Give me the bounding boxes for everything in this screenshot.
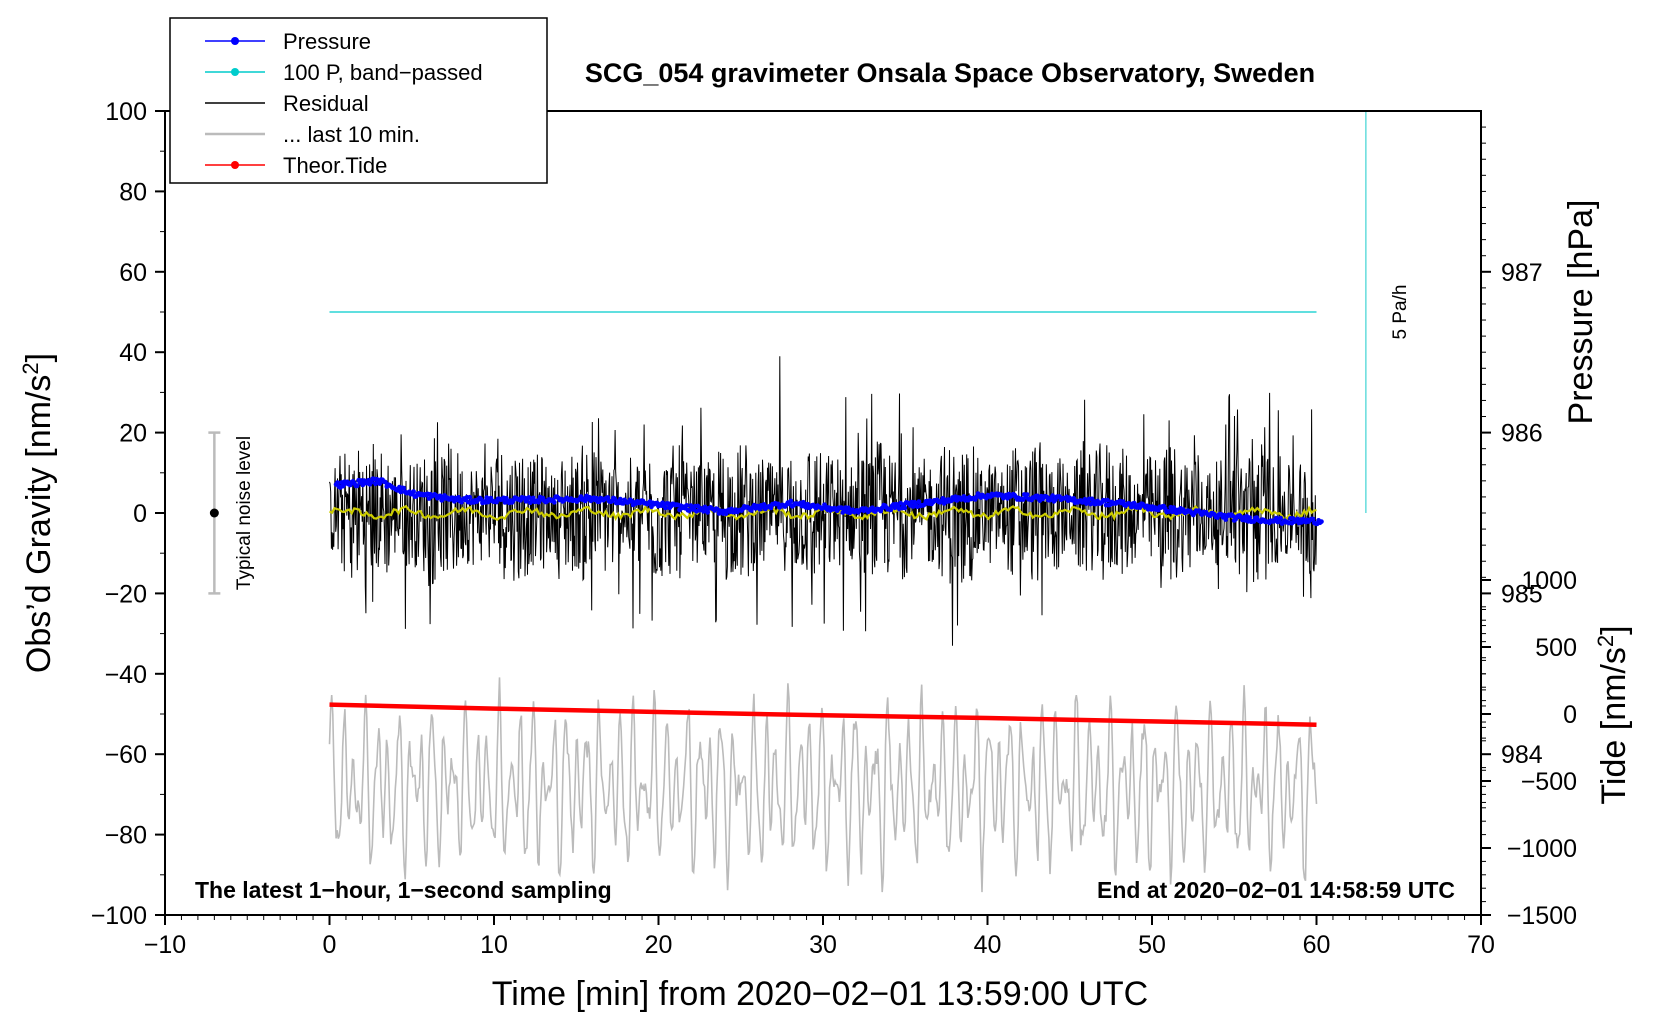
tide-tick-label: 1000 xyxy=(1521,567,1577,595)
pressure-point xyxy=(335,480,340,485)
pressure-point xyxy=(605,495,611,500)
x-tick-label: 50 xyxy=(1138,931,1166,959)
pressure-point xyxy=(401,485,406,491)
pressure-tick-label: 985 xyxy=(1501,580,1543,608)
tide-tick-label: 0 xyxy=(1563,701,1577,729)
legend-label: 100 P, band−passed xyxy=(283,60,483,85)
pressure-point xyxy=(530,495,536,501)
x-tick-label: 10 xyxy=(480,931,508,959)
tide-tick-label: 500 xyxy=(1535,634,1577,662)
pressure-point xyxy=(916,499,922,505)
noise-level-label: Typical noise level xyxy=(234,436,255,590)
x-tick-label: −10 xyxy=(144,931,186,959)
legend-marker xyxy=(231,161,239,169)
tide-tick-label: −500 xyxy=(1521,768,1577,796)
x-axis-title: Time [min] from 2020−02−01 13:59:00 UTC xyxy=(492,975,1148,1013)
pressure-point xyxy=(768,505,774,511)
pressure-point xyxy=(551,499,557,505)
pressure-point xyxy=(1137,505,1143,510)
pressure-point xyxy=(663,505,668,511)
pressure-point xyxy=(1050,493,1055,499)
pressure-point xyxy=(398,489,404,495)
pressure-point xyxy=(902,505,908,511)
legend-marker xyxy=(231,68,239,76)
pressure-point xyxy=(788,498,794,504)
pressure-point xyxy=(618,496,623,502)
y-tick-label: 0 xyxy=(133,500,147,528)
pressure-point xyxy=(1247,515,1252,520)
y-axis-title-gravity: Obs’d Gravity [nm/s2] xyxy=(18,353,58,673)
x-tick-label: 30 xyxy=(809,931,837,959)
pressure-point xyxy=(1310,516,1316,522)
pressure-point xyxy=(456,495,461,500)
x-tick-label: 40 xyxy=(974,931,1002,959)
y-tick-label: −40 xyxy=(105,661,147,689)
x-axis: −10 0 10 20 30 40 50 60 70 xyxy=(144,915,1495,959)
series-residual xyxy=(329,356,1317,646)
legend-label: ... last 10 min. xyxy=(283,122,420,147)
noise-bar-center xyxy=(209,508,219,518)
end-time-annotation: End at 2020−02−01 14:58:59 UTC xyxy=(1097,877,1455,903)
pressure-point xyxy=(526,495,532,500)
tide-tick-label: −1000 xyxy=(1507,835,1577,863)
legend-box xyxy=(169,17,548,184)
y-axis-title-tide: Tide [nm/s2] xyxy=(1593,625,1633,804)
y-tick-label: 20 xyxy=(119,420,147,448)
x-tick-label: 70 xyxy=(1467,931,1495,959)
pressure-point xyxy=(377,481,383,486)
pressure-point xyxy=(354,483,360,489)
legend-label: Theor.Tide xyxy=(283,153,387,178)
pressure-point xyxy=(1319,519,1324,524)
pressure-point xyxy=(684,503,689,508)
tide-tick-label: −1500 xyxy=(1507,902,1577,930)
y-tick-label: −60 xyxy=(105,741,147,769)
y-axis-gravity: 100 80 60 40 20 0 −20 −40 −60 −80 −100 xyxy=(91,98,165,930)
legend-marker xyxy=(231,37,239,45)
pressure-point xyxy=(1131,500,1137,506)
pressure-tick-label: 984 xyxy=(1501,741,1543,769)
pressure-point xyxy=(801,499,806,505)
pressure-point xyxy=(1230,513,1236,519)
legend: Pressure 100 P, band−passed Residual ... la… xyxy=(169,17,548,184)
y-axis-tide: 1000 500 0 −500 −1000 −1500 xyxy=(1481,567,1577,930)
chart-marks-layer xyxy=(208,111,1367,893)
legend-label: Residual xyxy=(283,91,369,116)
pressure-tick-label: 987 xyxy=(1501,259,1543,287)
series-theoretical-tide xyxy=(329,702,1317,727)
pressure-point xyxy=(701,508,706,514)
pressure-point xyxy=(705,509,711,515)
x-tick-label: 0 xyxy=(323,931,337,959)
pressure-point xyxy=(1105,497,1110,503)
pressure-point xyxy=(467,494,473,500)
y-tick-label: −80 xyxy=(105,822,147,850)
legend-label: Pressure xyxy=(283,29,371,54)
y-tick-label: 80 xyxy=(119,178,147,206)
y-tick-label: 60 xyxy=(119,259,147,287)
y-tick-label: −20 xyxy=(105,580,147,608)
x-tick-label: 20 xyxy=(645,931,673,959)
pressure-point xyxy=(1024,492,1030,497)
rate-label: 5 Pa/h xyxy=(1390,285,1411,340)
pressure-tick-label: 986 xyxy=(1501,420,1543,448)
pressure-point xyxy=(411,489,416,494)
y-axis-pressure: 987 986 985 984 xyxy=(1481,126,1543,803)
y-tick-label: 100 xyxy=(105,98,147,126)
x-tick-label: 60 xyxy=(1303,931,1331,959)
y-tick-label: −100 xyxy=(91,902,147,930)
pressure-point xyxy=(888,507,894,513)
chart-title: SCG_054 gravimeter Onsala Space Observat… xyxy=(585,58,1315,88)
y-axis-title-pressure: Pressure [hPa] xyxy=(1562,200,1600,425)
y-tick-label: 40 xyxy=(119,339,147,367)
series-last-10-min xyxy=(328,677,1318,893)
pressure-point xyxy=(1278,515,1283,521)
sampling-annotation: The latest 1−hour, 1−second sampling xyxy=(195,877,612,903)
